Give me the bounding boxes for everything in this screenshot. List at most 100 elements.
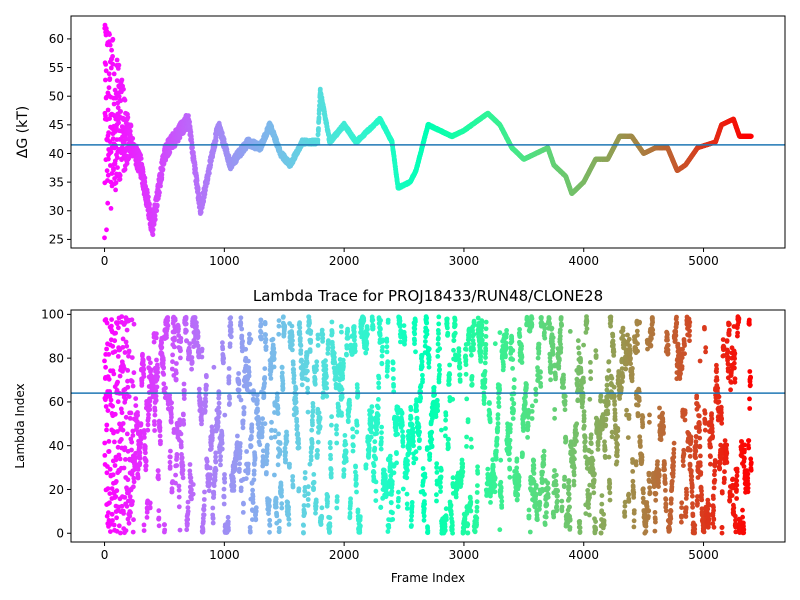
data-point [118, 98, 124, 104]
data-point [150, 227, 156, 233]
data-point [147, 202, 152, 207]
data-point [316, 106, 322, 112]
data-point [219, 130, 225, 136]
delta-g-points [102, 22, 754, 241]
data-point [110, 36, 116, 42]
data-point [152, 217, 158, 222]
data-point [112, 87, 118, 93]
data-point [105, 200, 111, 206]
data-point [161, 161, 167, 167]
data-point [113, 187, 118, 193]
data-point [117, 176, 123, 182]
data-point [140, 169, 146, 175]
data-point [103, 77, 108, 83]
data-point [104, 168, 110, 174]
data-point [107, 42, 113, 48]
data-point [110, 54, 115, 59]
data-point [108, 179, 114, 185]
data-point [115, 165, 120, 171]
data-point [198, 209, 204, 215]
data-point [190, 145, 195, 151]
data-point [191, 150, 196, 155]
data-point [150, 232, 156, 238]
data-point [122, 97, 128, 103]
data-point [130, 136, 136, 141]
data-point [193, 165, 198, 171]
data-point [108, 206, 114, 211]
data-point [167, 150, 173, 155]
data-point [116, 62, 122, 68]
data-point [123, 132, 128, 138]
data-point [105, 172, 111, 178]
data-point [103, 113, 108, 119]
data-point [113, 129, 118, 134]
data-point [116, 94, 122, 99]
data-point [103, 62, 109, 67]
data-point [103, 68, 109, 74]
data-point [117, 173, 123, 178]
data-point [195, 187, 201, 193]
data-point [118, 109, 123, 114]
data-point [107, 76, 113, 81]
data-point [102, 235, 107, 241]
data-point [315, 137, 321, 143]
data-point [202, 191, 208, 197]
data-point [115, 155, 120, 161]
data-point [124, 161, 130, 166]
data-point [106, 130, 111, 136]
data-point [105, 107, 111, 113]
data-point [146, 194, 151, 200]
data-point [108, 149, 114, 155]
data-point [188, 129, 194, 135]
data-point [154, 202, 160, 208]
data-point [316, 115, 322, 120]
data-point [114, 57, 120, 63]
data-point [207, 170, 212, 176]
data-point [127, 128, 133, 134]
data-point [158, 183, 163, 189]
data-point [109, 171, 115, 176]
data-point [317, 86, 323, 92]
data-point [110, 61, 116, 67]
data-point [109, 47, 114, 53]
data-point [119, 77, 125, 83]
data-point [142, 175, 148, 181]
data-point [159, 172, 165, 178]
data-point [209, 158, 214, 164]
data-point [138, 156, 144, 162]
data-point [107, 139, 113, 145]
data-point [145, 190, 150, 196]
data-point [113, 180, 119, 186]
data-point [203, 187, 208, 193]
data-point [114, 78, 120, 83]
data-point [111, 71, 117, 77]
data-point [125, 115, 131, 120]
data-point [121, 86, 126, 92]
data-point [157, 190, 162, 196]
data-point [106, 71, 112, 77]
data-point [152, 213, 158, 219]
data-point [316, 126, 321, 131]
data-point [186, 113, 191, 118]
data-point [111, 101, 117, 107]
data-point [115, 105, 121, 111]
data-point [111, 167, 116, 173]
data-point [104, 227, 109, 233]
data-point [106, 156, 111, 162]
data-point [122, 167, 128, 172]
data-point [107, 116, 112, 121]
data-point [151, 222, 157, 227]
data-point [107, 32, 112, 37]
data-point [187, 119, 193, 125]
data-point [106, 85, 112, 91]
data-point [154, 208, 160, 214]
data-point [142, 179, 148, 185]
data-point [194, 178, 200, 183]
data-point [108, 65, 114, 71]
data-point [110, 136, 116, 142]
data-point [160, 166, 166, 172]
data-point [128, 123, 134, 129]
data-point [116, 120, 121, 126]
